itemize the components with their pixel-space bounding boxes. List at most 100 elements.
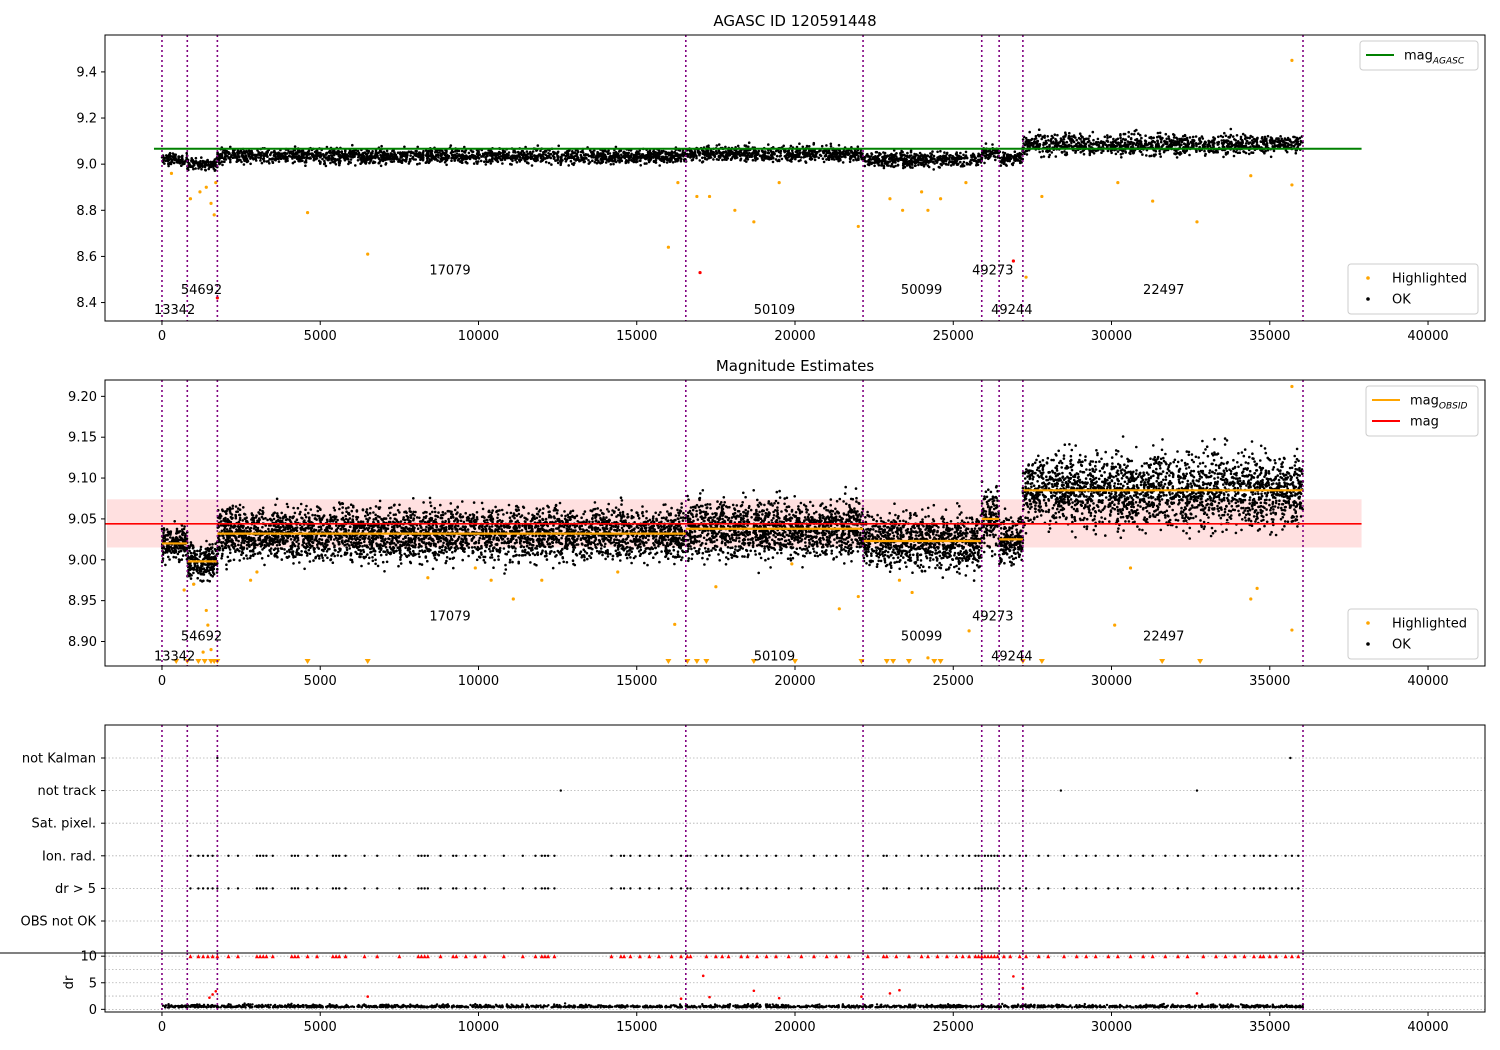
ok-point <box>1070 139 1073 142</box>
ok-point <box>954 157 958 161</box>
ok-point <box>644 154 648 157</box>
ok-point <box>959 157 963 160</box>
ok-point <box>174 157 177 161</box>
ok-point <box>289 150 293 153</box>
ok-point <box>260 151 264 154</box>
ok-point <box>227 152 231 155</box>
ok-point <box>909 150 913 154</box>
ok-point <box>609 163 613 166</box>
ok-point <box>1183 151 1187 154</box>
ok-point <box>939 155 942 158</box>
y-tick-label: 9.4 <box>76 65 97 80</box>
ok-point <box>277 160 281 163</box>
ok-point <box>634 160 638 164</box>
ok-point <box>1078 132 1082 135</box>
ok-point <box>1103 135 1107 139</box>
ok-point <box>1148 136 1151 139</box>
ok-point <box>391 149 394 153</box>
ok-point <box>1223 131 1226 135</box>
ok-point <box>316 151 319 154</box>
ok-point <box>569 159 573 163</box>
ok-point <box>894 164 897 168</box>
ok-point <box>1074 149 1078 153</box>
ok-point <box>1298 143 1302 146</box>
ok-point <box>453 159 457 162</box>
ok-point <box>1247 152 1251 156</box>
ok-point <box>949 164 953 167</box>
ok-point <box>370 155 374 159</box>
ok-point <box>780 157 784 161</box>
ok-point <box>544 160 548 164</box>
highlighted-point <box>676 181 680 185</box>
ok-point <box>239 149 243 153</box>
ok-point <box>941 161 944 164</box>
ok-point <box>927 165 931 169</box>
ok-point <box>348 150 352 153</box>
ok-point <box>1096 143 1099 147</box>
ok-point <box>183 546 186 550</box>
ok-point <box>959 160 962 164</box>
ok-point <box>1224 134 1228 138</box>
ok-point <box>176 552 180 556</box>
ok-point <box>201 159 205 163</box>
ok-point <box>180 558 184 561</box>
ok-point <box>203 162 207 166</box>
ok-point <box>579 153 583 157</box>
ok-point <box>264 152 268 155</box>
obsid-label: 22497 <box>1143 283 1184 298</box>
ok-point <box>1041 150 1044 153</box>
ok-point <box>909 161 913 164</box>
ok-point <box>190 574 193 577</box>
ok-point <box>195 569 198 572</box>
ok-point <box>175 532 178 535</box>
ok-point <box>1230 141 1233 145</box>
ok-point <box>905 160 909 164</box>
ok-point <box>1116 150 1120 153</box>
highlighted-point <box>752 220 756 224</box>
ok-point <box>717 155 721 159</box>
ok-point <box>381 152 385 155</box>
ok-point <box>576 150 580 153</box>
ok-point <box>582 156 586 160</box>
ok-point <box>679 159 683 163</box>
ok-point <box>479 159 483 163</box>
ok-point <box>1203 145 1207 148</box>
ok-point <box>1079 151 1082 154</box>
ok-point <box>161 547 164 550</box>
ok-point <box>710 152 714 155</box>
ok-point <box>503 156 507 160</box>
ok-point <box>227 156 230 160</box>
ok-point <box>1234 139 1237 142</box>
ok-point <box>1236 140 1240 143</box>
ok-point <box>258 153 261 157</box>
ok-point <box>1025 142 1028 146</box>
ok-point <box>707 154 711 158</box>
ok-point <box>837 159 840 163</box>
ok-point <box>549 152 553 156</box>
ok-point <box>903 165 907 169</box>
ok-point <box>303 151 307 155</box>
ok-point <box>556 161 560 165</box>
ok-point <box>841 161 845 164</box>
ok-point <box>178 161 182 165</box>
obsid-label: 49244 <box>991 303 1032 318</box>
ok-point <box>604 161 608 164</box>
ok-point <box>1175 156 1179 159</box>
ok-point <box>1159 155 1162 158</box>
ok-point <box>262 154 266 158</box>
ok-point <box>1272 149 1276 153</box>
ok-point <box>561 153 565 157</box>
ok-point <box>376 151 379 155</box>
ok-point <box>582 153 586 157</box>
ok-point <box>529 150 532 154</box>
ok-point <box>186 552 190 555</box>
ok-point <box>486 154 489 158</box>
ok-point <box>638 156 641 159</box>
ok-point <box>416 162 419 166</box>
ok-point <box>652 150 655 153</box>
ok-point <box>902 159 906 163</box>
ok-point <box>421 153 425 157</box>
ok-point <box>488 159 491 163</box>
ok-point <box>211 546 214 549</box>
ok-point <box>1226 139 1229 142</box>
